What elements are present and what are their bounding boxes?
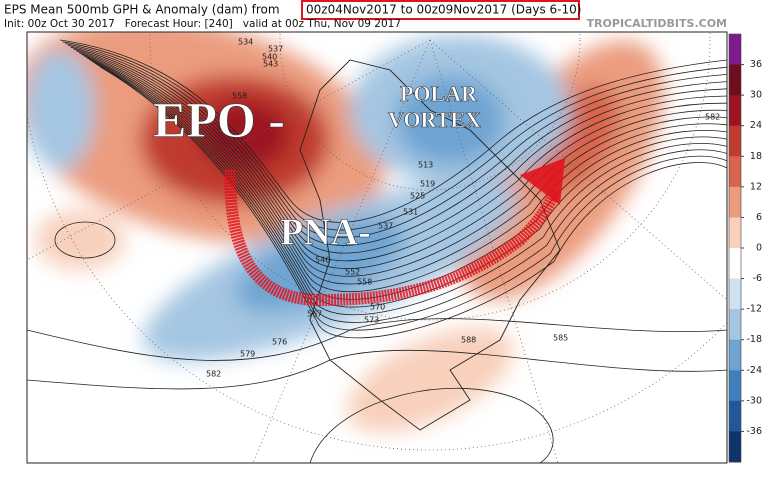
contour (76, 50, 727, 269)
arrow-head (520, 158, 565, 205)
contour (309, 388, 554, 463)
contour (100, 66, 727, 339)
contour (84, 55, 727, 293)
colorbar-swatch (729, 248, 741, 280)
contour (59, 39, 727, 223)
contour-label: 573 (364, 316, 379, 325)
colorbar-label: 30 (750, 90, 762, 101)
annotation: VORTEX (388, 107, 481, 132)
contour-label: 570 (370, 303, 385, 312)
colorbar-label: 12 (750, 181, 762, 192)
contour-label: 576 (272, 338, 287, 347)
date-range: 00z04Nov2017 to 00z09Nov2017 (Days 6-10) (306, 3, 581, 17)
contour-label: 525 (410, 192, 425, 201)
height-contours (27, 39, 727, 463)
contour (27, 318, 727, 361)
contour-label: 540 (262, 53, 277, 62)
contour (62, 41, 727, 231)
colorbar-label: 18 (750, 151, 762, 162)
contour-label: 531 (403, 208, 418, 217)
contour-label: 558 (232, 92, 247, 101)
title: EPS Mean 500mb GPH & Anomaly (dam) from (4, 3, 280, 17)
colorbar-label: -12 (746, 304, 762, 315)
range-box (301, 0, 580, 20)
colorbar-swatch (729, 278, 741, 310)
contour-label: 582 (206, 370, 221, 379)
contour (94, 63, 727, 323)
annotation: PNA- (280, 212, 371, 254)
colorbar-label: -18 (746, 334, 762, 345)
colorbar-swatch (729, 64, 741, 96)
contour-label: 585 (553, 334, 568, 343)
colorbar-label: 6 (756, 212, 762, 223)
contour-label: 519 (420, 180, 435, 189)
colorbar-label: 36 (750, 59, 762, 70)
colorbar-label: -30 (746, 395, 762, 406)
map: 5345375405435585825135195255315375465525… (27, 32, 727, 463)
colorbar-label: -6 (753, 273, 762, 284)
colorbar-swatch (729, 95, 741, 127)
flow-arrow (224, 169, 561, 307)
contour (27, 349, 727, 390)
colorbar-swatch (729, 431, 741, 463)
contour (78, 52, 727, 277)
colorbar-swatch (729, 370, 741, 402)
contour (65, 43, 727, 239)
contour-label: 582 (705, 113, 720, 122)
colorbar-swatch (729, 186, 741, 218)
colorbar-label: -24 (746, 365, 762, 376)
colorbar-swatch (729, 34, 741, 66)
contour (73, 48, 727, 262)
contour-label: 579 (240, 350, 255, 359)
contour (92, 61, 727, 316)
contour-label: 552 (345, 268, 360, 277)
coastline (299, 59, 561, 431)
contour-label: 534 (238, 38, 253, 47)
colorbar-swatch (729, 309, 741, 341)
contour-label: 537 (378, 222, 393, 231)
colorbar-swatch (729, 339, 741, 371)
colorbar-swatch (729, 400, 741, 432)
annotation: POLAR (400, 81, 478, 106)
contour-label: 537 (268, 45, 283, 54)
contour (97, 64, 727, 331)
contour-label: 543 (263, 60, 278, 69)
colorbar-swatch (729, 156, 741, 188)
map-frame (26, 31, 728, 464)
subtitle: Init: 00z Oct 30 2017 Forecast Hour: [24… (4, 18, 401, 30)
colorbar: 36 30 24 18 12 6 0 -6 -12 -18 -24 -30 -36 (728, 33, 762, 463)
colorbar-label: 24 (750, 120, 762, 131)
colorbar-swatch (729, 217, 741, 249)
colorbar-label: 0 (756, 243, 762, 254)
annotation: EPO - (153, 91, 285, 147)
contour (81, 54, 727, 285)
contour (89, 59, 727, 308)
contour (54, 221, 116, 259)
site-name: TROPICALTIDBITS.COM (587, 17, 727, 30)
colorbar-label: -36 (746, 426, 762, 437)
contour-label: 558 (357, 278, 372, 287)
colorbar-swatch (729, 125, 741, 157)
contour-label: 588 (461, 336, 476, 345)
contour-label: 546 (315, 256, 330, 265)
contour (70, 46, 727, 254)
contour-label: 567 (307, 310, 322, 319)
contour-label: 513 (418, 161, 433, 170)
contour (68, 45, 727, 246)
